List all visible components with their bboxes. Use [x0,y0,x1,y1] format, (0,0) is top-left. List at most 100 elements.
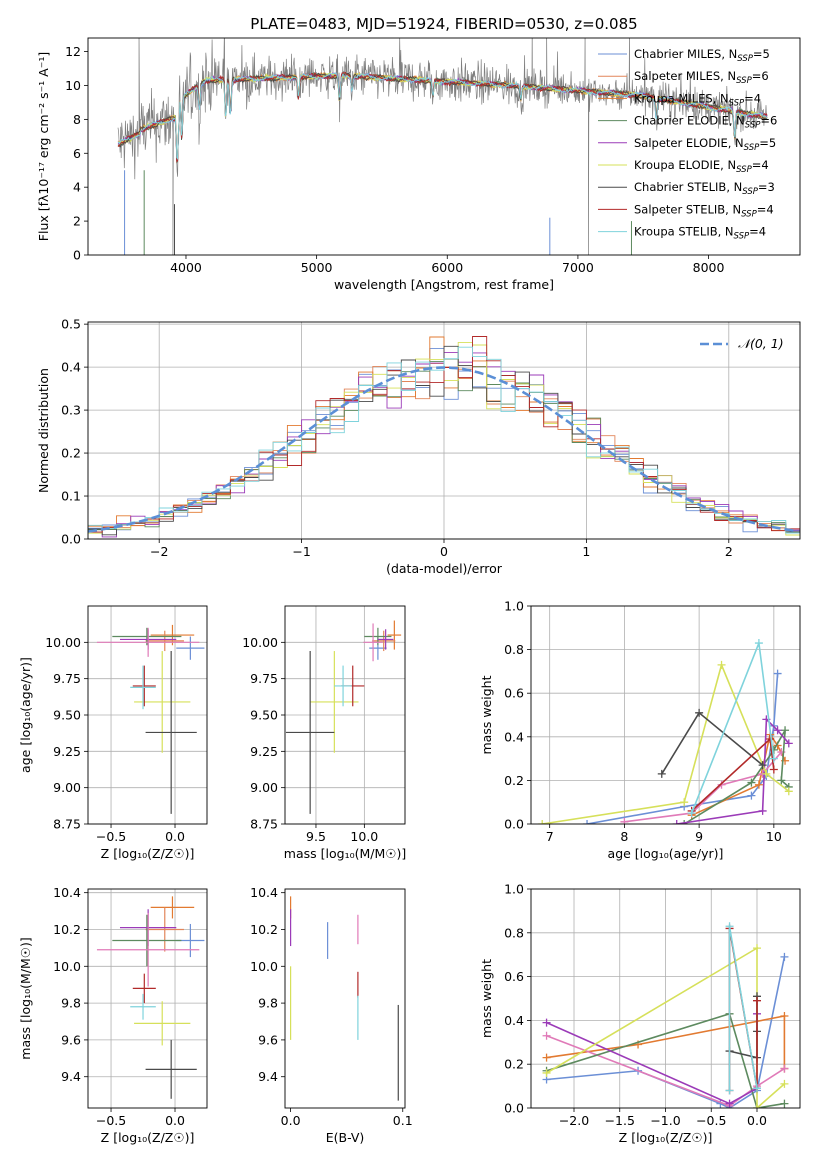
y-axis-label: age [log₁₀(age/yr)] [18,657,33,773]
legend-subscript: SSP [736,76,752,86]
tick-label-y: 0.2 [504,1057,524,1072]
weight-marker [773,726,782,735]
weight-marker [754,639,763,648]
tick-label-y: 0.1 [61,489,81,504]
legend-subscript: SSP [734,232,750,242]
model-spectrum-line-9 [117,72,768,161]
tick-label-y: 8.75 [250,817,278,832]
tick-label-x: −0.5 [696,1113,726,1128]
tick-label-y: 10.2 [53,922,81,937]
legend-subscript: SSP [744,143,760,153]
axes-frame [530,605,801,825]
weight-marker [695,708,704,717]
weight-line-4 [546,1012,785,1108]
legend-label: Chabrier MILES, N [634,47,737,61]
legend-label: Kroupa MILES, N [634,91,729,105]
weight-marker [538,820,547,824]
tick-label-y: 0.8 [504,925,524,940]
legend-label: Salpeter STELIB, N [634,202,741,216]
weight-marker [769,765,778,774]
legend-suffix: =4 [757,202,774,216]
tick-label-x: 0.1 [393,1113,413,1128]
weight-marker [725,922,734,931]
tick-label-y: 10.0 [53,959,81,974]
tick-label-x: 8 [620,829,628,844]
tick-label-y: 9.6 [258,1032,278,1047]
tick-label-y: 0.4 [504,1013,524,1028]
x-axis-label: Z [log₁₀(Z/Z☉)] [101,846,195,861]
weight-marker [620,817,629,824]
legend-label: Chabrier STELIB, N [634,180,742,194]
legend-suffix: =3 [758,180,775,194]
tick-label-y: 10.4 [250,885,278,900]
legend-label: Kroupa STELIB, N [634,225,734,239]
plot-area [96,624,205,814]
tick-label-x: −1 [292,544,310,559]
y-axis-label: Flux [fλ10⁻¹⁷ erg cm⁻² s⁻¹ A⁻¹] [36,52,51,241]
y-axis-label: mass weight [479,959,494,1038]
tick-label-y: 1.0 [504,882,524,897]
weight-marker [781,726,790,735]
tick-label-x: 1 [582,544,590,559]
weight-marker [773,669,782,678]
weight-marker [725,1099,734,1108]
tick-label-x: 5000 [301,260,333,275]
normal-reference-curve [88,366,798,533]
legend-entry: Salpeter STELIB, NSSP=4 [634,202,774,219]
panel-residuals: −2 −1 0 1 2 0.0 0.1 0.2 0.3 0.4 0.5 (data-model)/er… [36,317,801,576]
tick-label-y: 1.0 [504,599,524,614]
tick-label-x: −2.0 [559,1113,589,1128]
weight-marker [542,1053,551,1062]
tick-label-x: −1.0 [650,1113,680,1128]
weight-marker [542,1068,551,1077]
weight-marker [766,734,775,743]
axes-frame [530,888,801,1109]
weight-marker [780,1099,789,1108]
legend-entry: Kroupa STELIB, NSSP=4 [634,225,766,242]
legend-label: Kroupa ELODIE, N [634,158,736,172]
panel-mass-vs-EBV: 0.0 0.1 9.4 9.6 9.8 10.0 10.2 10.4 E(B-V) [250,885,413,1145]
tick-label-x: 0 [440,544,448,559]
tick-label-x: −2 [150,544,168,559]
x-axis-label: wavelength [Angstrom, rest frame] [334,277,554,292]
legend-suffix: =4 [749,225,766,239]
legend-label: Salpeter MILES, N [634,69,736,83]
weight-line-4 [683,729,790,824]
tick-label-y: 9.4 [61,1069,81,1084]
weight-marker [780,1064,789,1073]
plot-area [88,336,800,539]
legend-label: Salpeter ELODIE, N [634,136,744,150]
panel-age-vs-Z: −0.5 0.0 8.75 9.00 9.25 9.50 9.75 10.00 Z [log₁₀… [18,605,208,861]
tick-label-y: 0.3 [61,403,81,418]
legend-entry: Chabrier MILES, NSSP=5 [634,47,770,64]
legend-subscript: SSP [729,98,745,108]
weight-marker [542,1031,551,1040]
x-axis-label: mass [log₁₀(M/M☉)] [284,846,406,861]
tick-label-y: 0 [73,248,81,263]
tick-label-x: 0.0 [165,829,185,844]
legend-subscript: SSP [745,121,761,131]
weight-marker [752,944,761,953]
tick-label-y: 9.50 [53,708,81,723]
tick-label-y: 10.4 [53,885,81,900]
tick-label-y: 10.2 [250,922,278,937]
weight-marker [680,820,689,824]
y-axis-label: Normed distribution [36,368,51,493]
plot-area [538,639,793,824]
tick-label-y: 12 [65,44,81,59]
tick-label-y: 10.0 [250,959,278,974]
tick-label-x: 7 [546,829,554,844]
panel-mass-vs-Z: −0.5 0.0 9.4 9.6 9.8 10.0 10.2 10.4 Z [log₁₀(Z/Z… [18,885,208,1145]
panel-spectrum: 4000 5000 6000 7000 8000 0 2 4 6 8 10 12 wavelength … [36,37,801,292]
panel-age-vs-mass: 9.5 10.0 8.75 9.00 9.25 9.50 9.75 10.00 mass [lo… [242,605,406,861]
legend-entry: Salpeter ELODIE, NSSP=5 [634,136,776,153]
legend-suffix: =5 [753,47,770,61]
tick-label-x: 6000 [431,260,463,275]
histogram-step-9 [88,346,800,539]
tick-label-y: 9.4 [258,1069,278,1084]
x-axis-label: Z [log₁₀(Z/Z☉)] [619,1130,713,1145]
axes-frame [284,605,406,825]
weight-marker [672,820,681,824]
